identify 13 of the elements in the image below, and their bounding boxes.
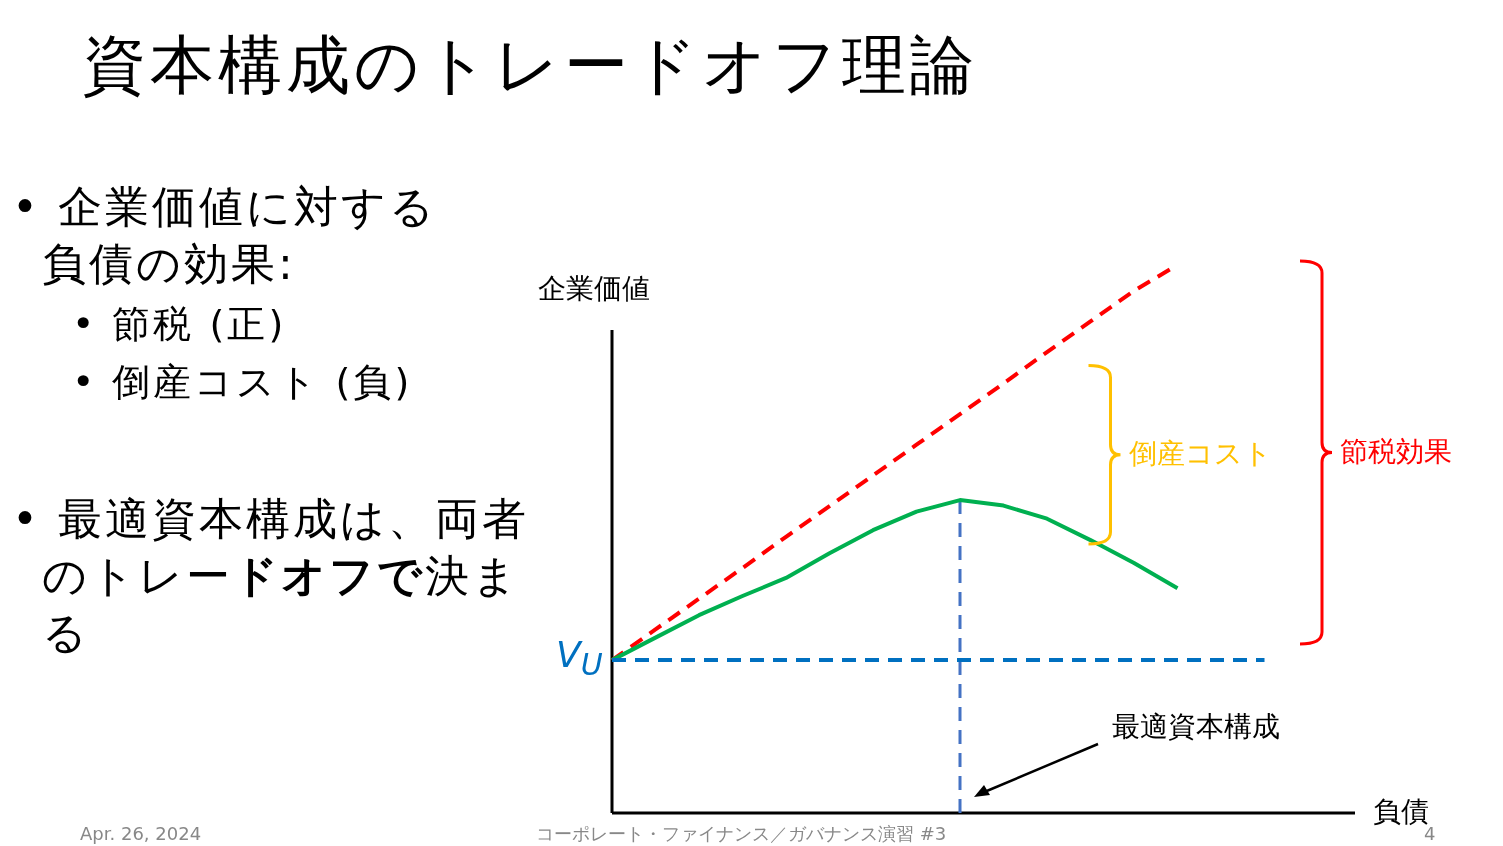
text: 節税効果 xyxy=(1340,433,1452,470)
y-axis-title: 企業価値 xyxy=(538,271,650,307)
text: コーポレート・ファイナンス／ガバナンス演習 #3 xyxy=(536,823,947,844)
x-axis-title: 負債 xyxy=(1373,794,1429,828)
annotation: 倒産コスト xyxy=(1128,435,1272,472)
text: • 節税 (正) xyxy=(72,301,288,348)
text: Apr. 26, 2024 xyxy=(80,823,202,844)
chart-title: 資本構成のトレードオフ理論 xyxy=(82,27,978,104)
text: • 倒産コスト (負) xyxy=(72,359,414,406)
annotation: 最適資本構成 xyxy=(1112,709,1280,745)
text: • 企業価値に対する負債の効果: xyxy=(12,180,438,292)
text: • 最適資本構成は、両者のトレードオフで決まる xyxy=(12,493,529,659)
annotation: V$_{U}$ xyxy=(556,634,603,683)
